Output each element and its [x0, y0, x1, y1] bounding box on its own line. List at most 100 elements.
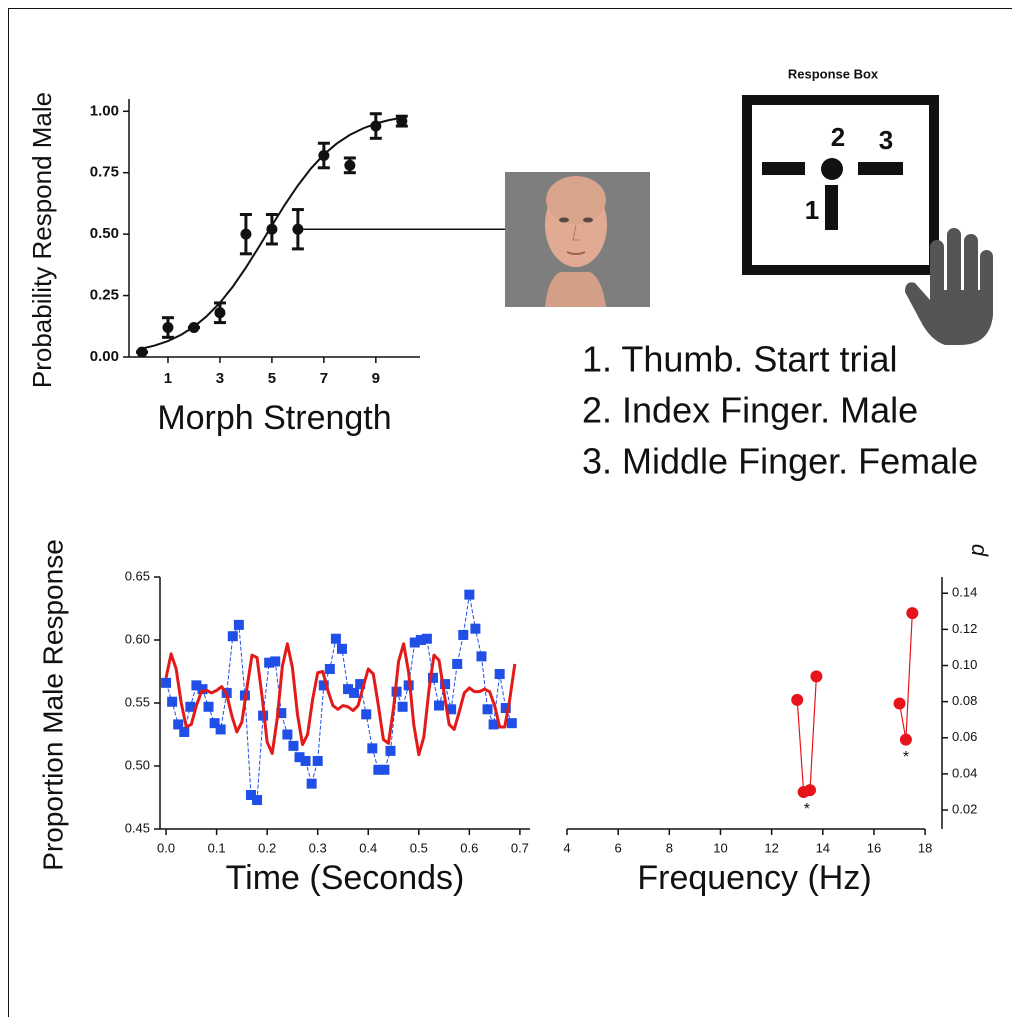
data-point [344, 160, 355, 171]
instruction: 1. Thumb. Start trial [582, 339, 897, 380]
data-point [379, 765, 389, 775]
y-tick-label: 0.45 [125, 820, 150, 835]
x-tick-label: 0.0 [157, 840, 175, 855]
data-point [385, 746, 395, 756]
data-point [214, 307, 225, 318]
x-tick-label: 16 [867, 840, 881, 855]
x-tick-label: 0.4 [359, 840, 377, 855]
y-tick-label: 0.55 [125, 694, 150, 709]
y-tick-label: 0.00 [90, 348, 119, 365]
data-point [337, 644, 347, 654]
data-point [370, 121, 381, 132]
data-point [900, 734, 912, 746]
data-point [396, 116, 407, 127]
x-tick-label: 8 [666, 840, 673, 855]
x-tick-label: 14 [816, 840, 830, 855]
x-tick-label: 5 [268, 370, 276, 387]
button-label: 2 [831, 122, 845, 152]
x-tick-label: 9 [372, 370, 380, 387]
data-point [470, 624, 480, 634]
data-point [301, 756, 311, 766]
data-point [422, 634, 432, 644]
data-point [161, 678, 171, 688]
data-point [252, 795, 262, 805]
y-tick-label: 0.12 [952, 621, 977, 636]
data-point [136, 347, 147, 358]
data-point [325, 664, 335, 674]
data-point [318, 150, 329, 161]
data-point [179, 727, 189, 737]
data-point [270, 656, 280, 666]
x-tick-label: 1 [164, 370, 172, 387]
y-tick-label: 0.50 [125, 757, 150, 772]
data-point [240, 229, 251, 240]
x-tick-label: 0.3 [309, 840, 327, 855]
data-point [507, 718, 517, 728]
significance-mark: * [804, 801, 810, 818]
x-tick-label: 0.2 [258, 840, 276, 855]
y-tick-label: 0.50 [90, 225, 119, 242]
data-point [288, 741, 298, 751]
y-axis-label: p [964, 544, 989, 557]
face-image [505, 172, 650, 307]
data-point [398, 702, 408, 712]
data-point [266, 224, 277, 235]
x-tick-label: 12 [764, 840, 778, 855]
data-point [307, 779, 317, 789]
x-tick-label: 0.1 [208, 840, 226, 855]
x-tick-label: 0.6 [460, 840, 478, 855]
x-tick-label: 18 [918, 840, 932, 855]
data-point [331, 634, 341, 644]
data-point [791, 694, 803, 706]
x-tick-label: 7 [320, 370, 328, 387]
data-point [894, 697, 906, 709]
data-point [162, 322, 173, 333]
data-point [804, 784, 816, 796]
data-point [361, 709, 371, 719]
y-tick-label: 0.08 [952, 693, 977, 708]
data-point [464, 590, 474, 600]
x-tick-label: 6 [615, 840, 622, 855]
y-axis-label: Probability Respond Male [27, 92, 57, 388]
data-point [204, 702, 214, 712]
data-point [167, 697, 177, 707]
x-tick-label: 0.5 [410, 840, 428, 855]
y-tick-label: 0.25 [90, 287, 119, 304]
y-tick-label: 0.06 [952, 729, 977, 744]
data-point [282, 730, 292, 740]
y-tick-label: 0.14 [952, 585, 977, 600]
button-label: 3 [879, 125, 893, 155]
x-tick-label: 0.7 [511, 840, 529, 855]
y-tick-label: 0.10 [952, 657, 977, 672]
x-tick-label: 10 [713, 840, 727, 855]
data-point [349, 688, 359, 698]
data-point [216, 724, 226, 734]
x-axis-label: Time (Seconds) [226, 859, 465, 897]
y-tick-label: 0.60 [125, 631, 150, 646]
data-point [495, 669, 505, 679]
x-tick-label: 3 [216, 370, 224, 387]
y-axis-label: Proportion Male Response [37, 539, 68, 871]
y-tick-label: 0.65 [125, 568, 150, 583]
data-point [458, 630, 468, 640]
y-tick-label: 0.75 [90, 164, 119, 181]
button-label: 1 [805, 195, 819, 225]
data-point [234, 620, 244, 630]
instruction: 2. Index Finger. Male [582, 390, 918, 431]
data-point [313, 756, 323, 766]
data-point [367, 743, 377, 753]
instruction: 3. Middle Finger. Female [582, 441, 978, 482]
significance-mark: * [903, 749, 909, 766]
data-point [483, 704, 493, 714]
x-axis-label: Frequency (Hz) [637, 859, 871, 897]
data-point [434, 701, 444, 711]
data-point [188, 322, 199, 333]
y-tick-label: 0.02 [952, 801, 977, 816]
data-point [228, 631, 238, 641]
data-point [476, 651, 486, 661]
y-tick-label: 0.04 [952, 765, 977, 780]
response-box-title: Response Box [788, 66, 879, 81]
data-point [292, 224, 303, 235]
x-tick-label: 4 [563, 840, 570, 855]
